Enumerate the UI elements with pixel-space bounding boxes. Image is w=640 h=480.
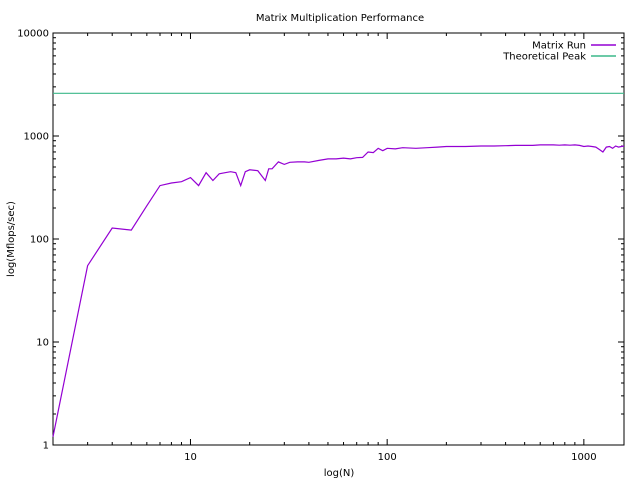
axis-tick-labels: 1 10 100 1000 10000 10 100 1000 (17, 29, 596, 464)
y-tick-label: 10000 (17, 29, 49, 40)
y-tick-label: 1 (43, 441, 49, 452)
y-tick-label: 1000 (24, 132, 49, 143)
x-axis-label: log(N) (324, 468, 355, 479)
y-tick-label: 10 (36, 338, 49, 349)
plot-frame (52, 32, 625, 446)
y-tick-label: 100 (30, 235, 49, 246)
series-lines (52, 92, 625, 437)
x-tick-label: 100 (378, 452, 397, 463)
legend-label: Matrix Run (532, 41, 586, 52)
x-tick-label: 10 (184, 452, 197, 463)
x-tick-label: 1000 (571, 452, 596, 463)
y-axis-label: log(Mflops/sec) (6, 201, 17, 277)
axis-ticks (52, 32, 624, 446)
legend-label: Theoretical Peak (502, 52, 586, 63)
chart-title: Matrix Multiplication Performance (256, 13, 424, 24)
series-line-matrix-run (52, 144, 625, 437)
